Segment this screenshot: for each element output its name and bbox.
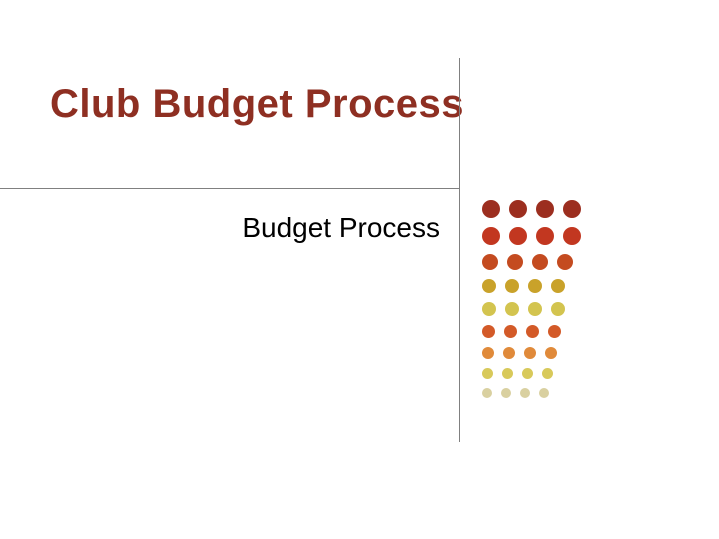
dot <box>539 388 549 398</box>
dot-row <box>482 388 581 398</box>
slide-subtitle: Budget Process <box>50 212 440 244</box>
dot <box>563 200 581 218</box>
dot <box>528 302 542 316</box>
dot <box>501 388 511 398</box>
dot <box>482 200 500 218</box>
dot-row <box>482 254 581 270</box>
dot <box>505 279 519 293</box>
dot-row <box>482 347 581 359</box>
vertical-rule <box>459 58 460 442</box>
dot-row <box>482 227 581 245</box>
dot <box>528 279 542 293</box>
dot <box>505 302 519 316</box>
dot-row <box>482 200 581 218</box>
dot <box>509 200 527 218</box>
dot <box>522 368 533 379</box>
dot-grid <box>482 200 581 407</box>
dot <box>551 279 565 293</box>
dot <box>557 254 573 270</box>
dot <box>482 227 500 245</box>
dot-row <box>482 302 581 316</box>
horizontal-rule <box>0 188 459 189</box>
dot <box>482 368 493 379</box>
dot <box>526 325 539 338</box>
dot <box>542 368 553 379</box>
dot <box>551 302 565 316</box>
dot <box>545 347 557 359</box>
dot <box>482 347 494 359</box>
dot <box>548 325 561 338</box>
dot <box>507 254 523 270</box>
dot <box>482 388 492 398</box>
dot <box>504 325 517 338</box>
dot <box>482 325 495 338</box>
dot <box>482 254 498 270</box>
dot-row <box>482 368 581 379</box>
dot-row <box>482 279 581 293</box>
dot <box>536 200 554 218</box>
dot <box>509 227 527 245</box>
dot <box>482 279 496 293</box>
dot <box>524 347 536 359</box>
slide: Club Budget Process Budget Process <box>0 0 719 539</box>
dot <box>536 227 554 245</box>
dot <box>520 388 530 398</box>
dot <box>563 227 581 245</box>
dot <box>482 302 496 316</box>
dot <box>532 254 548 270</box>
dot <box>503 347 515 359</box>
dot <box>502 368 513 379</box>
slide-title: Club Budget Process <box>50 82 464 127</box>
dot-row <box>482 325 581 338</box>
